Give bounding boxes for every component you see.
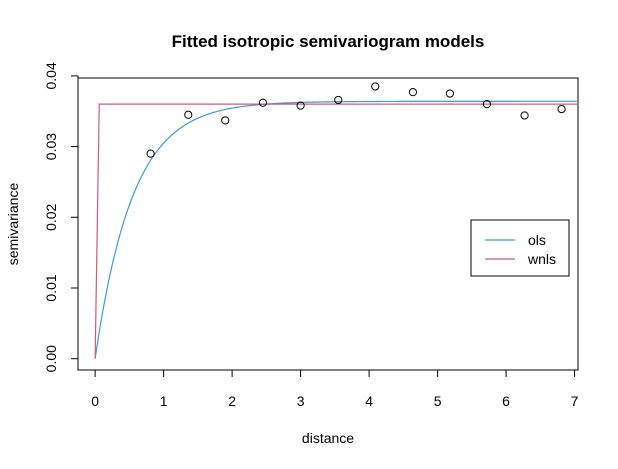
data-point (557, 105, 566, 114)
legend: ols wnls (470, 219, 570, 277)
x-tick-label: 3 (297, 393, 305, 409)
x-tick-label: 1 (160, 393, 168, 409)
data-point (408, 88, 418, 97)
x-tick-label: 7 (571, 393, 579, 409)
x-tick-label: 4 (365, 393, 373, 409)
legend-box (470, 219, 570, 277)
model-line-wnls (94, 103, 578, 359)
y-tick-label: 0.02 (43, 203, 59, 230)
empirical-points (146, 82, 566, 158)
y-tick-label: 0.01 (43, 274, 59, 301)
data-point (184, 110, 193, 119)
x-tick-label: 5 (434, 393, 442, 409)
y-tick-label: 0.03 (43, 133, 59, 160)
x-tick-label: 2 (228, 393, 236, 409)
data-point (520, 111, 529, 120)
data-point (296, 101, 305, 110)
data-point (371, 82, 380, 91)
x-axis: 0 1 2 3 4 5 6 7 (91, 369, 579, 409)
legend-label-wnls: wnls (527, 251, 556, 267)
data-point (334, 95, 343, 105)
data-point (482, 100, 492, 109)
x-tick-label: 0 (91, 393, 99, 409)
data-point (445, 89, 455, 98)
model-line-ols (94, 100, 578, 359)
x-tick-label: 6 (502, 393, 510, 409)
x-axis-label: distance (302, 430, 354, 446)
data-point (146, 149, 155, 158)
y-tick-label: 0.00 (43, 345, 59, 372)
model-lines (94, 100, 578, 359)
data-point (221, 116, 230, 125)
y-axis-label: semivariance (5, 183, 21, 266)
y-tick-label: 0.04 (43, 62, 59, 89)
y-axis: 0.00 0.01 0.02 0.03 0.04 (43, 62, 79, 372)
chart-title: Fitted isotropic semivariogram models (172, 32, 485, 51)
data-point (258, 98, 268, 107)
legend-label-ols: ols (528, 232, 546, 248)
